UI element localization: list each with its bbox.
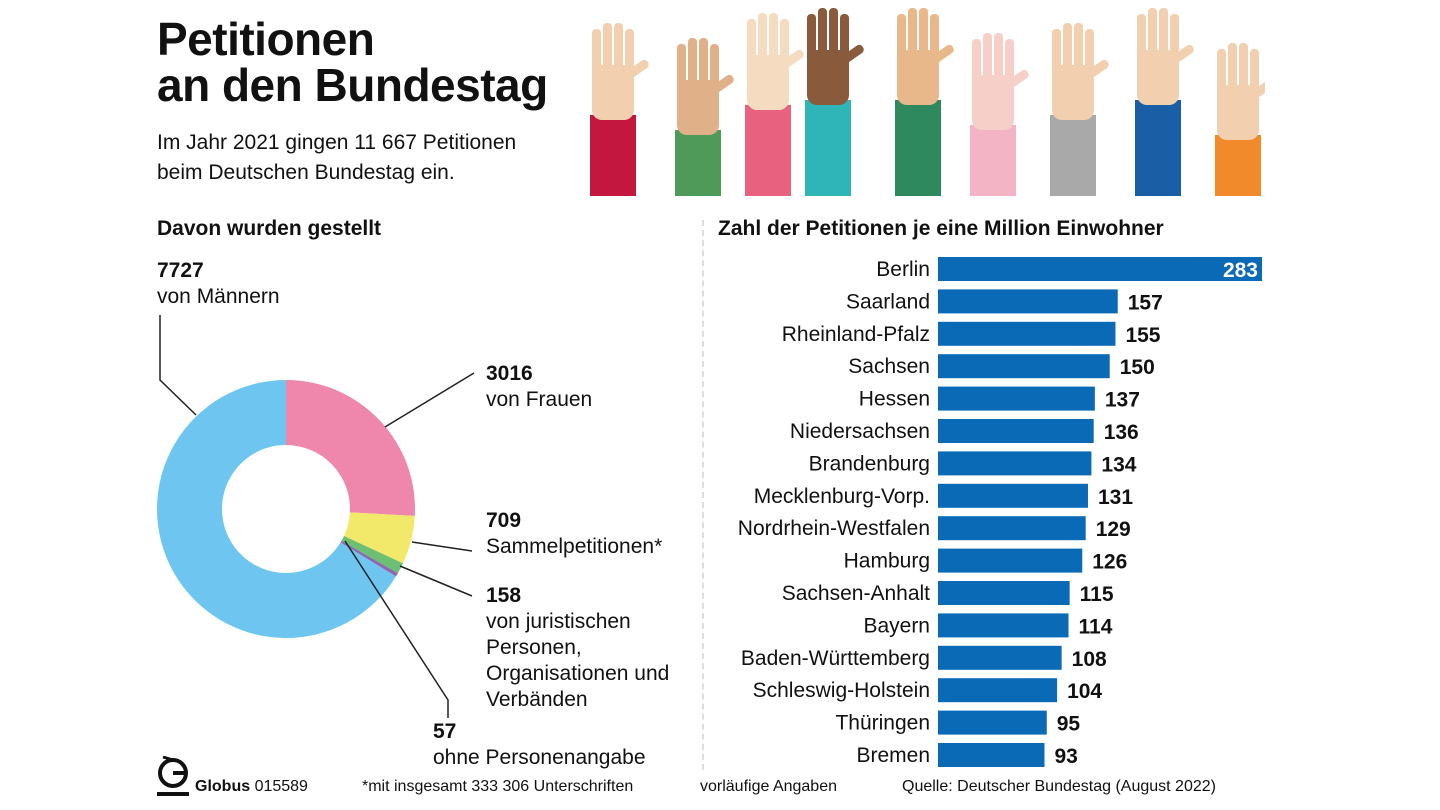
- bar: [938, 386, 1095, 411]
- raised-hands-illustration: [590, 8, 1265, 196]
- label-ohne: 57 ohne Personenangabe: [433, 720, 646, 769]
- donut-slice: [344, 512, 415, 564]
- bar: [938, 483, 1088, 508]
- leader-line: [411, 541, 473, 552]
- bar-category-label: Mecklenburg-Vorp.: [754, 485, 930, 508]
- bar: [938, 419, 1094, 443]
- bar-category-label: Schleswig-Holstein: [753, 679, 930, 702]
- bar-value-label: 129: [1096, 518, 1131, 541]
- preliminary-note: vorläufige Angaben: [700, 778, 837, 795]
- raised-hand-icon: [590, 23, 649, 196]
- bar: [938, 451, 1092, 476]
- bar: [938, 548, 1083, 573]
- bar-category-label: Brandenburg: [809, 452, 930, 475]
- bar-category-label: Sachsen: [848, 355, 930, 378]
- bar-category-label: Rheinland-Pfalz: [782, 323, 930, 346]
- footnote: *mit insgesamt 333 306 Unterschriften: [362, 778, 634, 795]
- bar-value-label: 95: [1057, 713, 1081, 736]
- bar-category-label: Baden-Württemberg: [741, 647, 930, 670]
- bar-category-label: Thüringen: [835, 712, 930, 735]
- bar-category-label: Niedersachsen: [790, 420, 930, 443]
- bar-value-label: 157: [1128, 291, 1163, 314]
- globus-logo-icon: [157, 756, 189, 796]
- bar-value-label: 126: [1092, 551, 1127, 574]
- label-maenner: 7727 von Männern: [157, 259, 280, 308]
- bar-value-label: 115: [1080, 583, 1114, 606]
- bar-category-label: Bayern: [863, 614, 930, 637]
- bar: [938, 516, 1086, 541]
- bar-value-label: 136: [1104, 421, 1139, 444]
- divider: [702, 220, 704, 770]
- bar-value-label: 131: [1098, 486, 1133, 509]
- bar-category-label: Nordrhein-Westfalen: [738, 517, 930, 540]
- bar: [938, 613, 1069, 638]
- bar-category-label: Sachsen-Anhalt: [782, 582, 930, 605]
- bar-category-label: Bremen: [856, 744, 930, 767]
- raised-hand-icon: [970, 33, 1029, 196]
- title-line-1: Petitionen: [157, 13, 375, 65]
- label-sammel: 709 Sammelpetitionen*: [486, 509, 663, 558]
- bar-chart: Berlin 283 Saarland 157 Rheinland-Pfalz 155 Sa…: [738, 257, 1262, 768]
- donut-slice: [157, 380, 396, 638]
- bar-value-label: 137: [1105, 389, 1140, 412]
- bar: [938, 743, 1045, 767]
- page-title: Petitionen an den Bundestag: [157, 16, 548, 108]
- bar: [938, 289, 1118, 314]
- bar-value-label: 134: [1101, 453, 1136, 476]
- bar: [938, 645, 1062, 670]
- donut-chart: [157, 315, 475, 718]
- bar-value-label: 283: [1223, 259, 1258, 282]
- bar-category-label: Hamburg: [844, 550, 930, 573]
- bar-chart-title: Zahl der Petitionen je eine Million Einw…: [718, 217, 1164, 240]
- raised-hand-icon: [1050, 23, 1109, 196]
- bar-category-label: Saarland: [846, 290, 930, 313]
- donut-slice: [340, 540, 398, 577]
- bar: [938, 678, 1058, 703]
- raised-hand-icon: [1215, 43, 1265, 196]
- bar-value-label: 150: [1120, 356, 1155, 379]
- bar: [938, 354, 1110, 379]
- bar: [938, 321, 1116, 346]
- bar-value-label: 114: [1079, 615, 1113, 638]
- label-juristisch: 158 von juristischen Personen, Organisati…: [486, 584, 670, 711]
- bar: [938, 257, 1262, 281]
- bar-value-label: 104: [1067, 680, 1102, 703]
- bar: [938, 581, 1070, 605]
- donut-slice: [286, 380, 415, 516]
- bar-value-label: 108: [1072, 648, 1107, 671]
- source: Quelle: Deutscher Bundestag (August 2022…: [902, 778, 1216, 795]
- subtitle-line-1: Im Jahr 2021 gingen 11 667 Petitionen: [157, 131, 517, 154]
- leader-line: [399, 565, 473, 597]
- bar-category-label: Berlin: [876, 258, 930, 281]
- raised-hand-icon: [745, 13, 804, 196]
- bar-category-label: Hessen: [859, 388, 930, 411]
- bar-value-label: 155: [1125, 324, 1160, 347]
- leader-line: [384, 372, 475, 428]
- leader-line: [159, 315, 197, 416]
- donut-slice: [341, 535, 403, 574]
- footer-brand: Globus 015589: [195, 778, 308, 795]
- raised-hand-icon: [1135, 8, 1194, 196]
- subtitle-line-2: beim Deutschen Bundestag ein.: [157, 161, 455, 184]
- bar-value-label: 93: [1054, 745, 1077, 768]
- label-frauen: 3016 von Frauen: [486, 362, 593, 411]
- leader-line: [344, 540, 449, 718]
- bar: [938, 710, 1047, 735]
- donut-title: Davon wurden gestellt: [157, 217, 382, 240]
- raised-hand-icon: [895, 8, 954, 196]
- subtitle: Im Jahr 2021 gingen 11 667 Petitionen be…: [157, 128, 516, 188]
- raised-hand-icon: [805, 8, 864, 196]
- title-line-2: an den Bundestag: [157, 59, 548, 111]
- raised-hand-icon: [675, 38, 734, 196]
